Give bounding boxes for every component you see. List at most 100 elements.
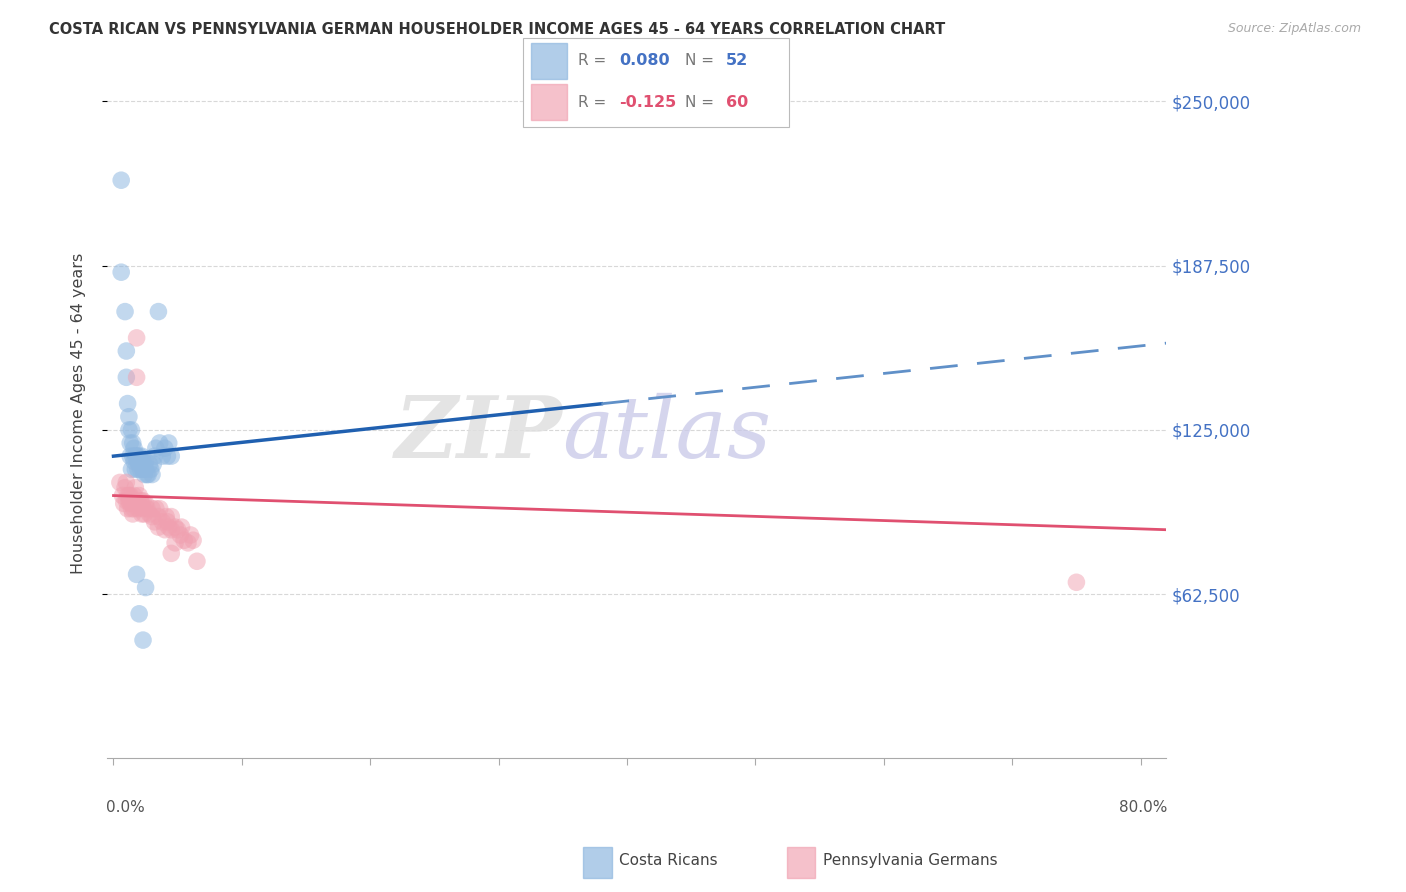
- Point: [165, 536, 187, 550]
- Text: R =: R =: [578, 54, 606, 69]
- Point: [128, 489, 150, 503]
- Point: [131, 457, 153, 471]
- Point: [1066, 575, 1088, 590]
- Text: N =: N =: [685, 95, 714, 110]
- Point: [125, 449, 148, 463]
- Point: [148, 509, 170, 524]
- Point: [128, 457, 150, 471]
- Point: [124, 462, 146, 476]
- Point: [115, 493, 138, 508]
- Point: [156, 449, 179, 463]
- Text: N =: N =: [685, 54, 714, 69]
- Point: [150, 515, 173, 529]
- Point: [157, 520, 180, 534]
- Text: ZIP: ZIP: [395, 392, 562, 475]
- Point: [127, 501, 149, 516]
- Point: [135, 496, 157, 510]
- Point: [118, 489, 141, 503]
- Point: [127, 462, 149, 476]
- Point: [118, 409, 141, 424]
- Point: [153, 442, 176, 456]
- Point: [173, 533, 195, 548]
- Point: [160, 546, 183, 560]
- Point: [121, 507, 143, 521]
- Point: [121, 423, 143, 437]
- Point: [122, 442, 145, 456]
- Point: [143, 449, 166, 463]
- Text: 0.080: 0.080: [619, 54, 669, 69]
- Point: [121, 436, 143, 450]
- Text: 60: 60: [725, 95, 748, 110]
- Point: [120, 449, 142, 463]
- Point: [125, 449, 148, 463]
- Point: [160, 449, 183, 463]
- Point: [138, 457, 160, 471]
- Point: [132, 462, 155, 476]
- Point: [139, 462, 162, 476]
- Point: [120, 436, 142, 450]
- Point: [129, 454, 152, 468]
- Point: [115, 344, 138, 359]
- Point: [153, 523, 176, 537]
- Bar: [787, 847, 815, 879]
- Point: [141, 509, 163, 524]
- Point: [127, 496, 149, 510]
- FancyBboxPatch shape: [523, 37, 789, 128]
- Point: [141, 467, 163, 482]
- Point: [181, 533, 204, 548]
- Point: [124, 481, 146, 495]
- Point: [135, 467, 157, 482]
- Point: [141, 501, 163, 516]
- Point: [128, 607, 150, 621]
- Point: [111, 489, 134, 503]
- Y-axis label: Householder Income Ages 45 - 64 years: Householder Income Ages 45 - 64 years: [72, 252, 86, 574]
- Point: [117, 489, 139, 503]
- Point: [121, 501, 143, 516]
- Point: [122, 489, 145, 503]
- Point: [117, 396, 139, 410]
- Point: [108, 475, 131, 490]
- Point: [149, 501, 172, 516]
- Point: [145, 442, 167, 456]
- Point: [121, 462, 143, 476]
- Point: [186, 554, 208, 568]
- Text: COSTA RICAN VS PENNSYLVANIA GERMAN HOUSEHOLDER INCOME AGES 45 - 64 YEARS CORRELA: COSTA RICAN VS PENNSYLVANIA GERMAN HOUSE…: [49, 22, 945, 37]
- Point: [127, 454, 149, 468]
- Point: [135, 454, 157, 468]
- Bar: [531, 85, 567, 120]
- Point: [115, 475, 138, 490]
- Point: [165, 520, 187, 534]
- Point: [121, 496, 143, 510]
- Point: [114, 481, 136, 495]
- Point: [131, 449, 153, 463]
- Point: [135, 462, 157, 476]
- Point: [156, 515, 179, 529]
- Point: [121, 449, 143, 463]
- Point: [149, 436, 172, 450]
- Point: [169, 528, 191, 542]
- Point: [110, 265, 132, 279]
- Point: [131, 496, 153, 510]
- Text: atlas: atlas: [562, 392, 772, 475]
- Point: [177, 536, 200, 550]
- Point: [110, 173, 132, 187]
- Point: [138, 507, 160, 521]
- Point: [112, 496, 135, 510]
- Point: [125, 567, 148, 582]
- Point: [121, 493, 143, 508]
- Bar: [531, 43, 567, 78]
- Point: [125, 331, 148, 345]
- Point: [124, 449, 146, 463]
- Point: [132, 633, 155, 648]
- Point: [118, 423, 141, 437]
- Point: [115, 370, 138, 384]
- Point: [166, 523, 188, 537]
- Text: Costa Ricans: Costa Ricans: [619, 854, 717, 868]
- Text: Pennsylvania Germans: Pennsylvania Germans: [823, 854, 997, 868]
- Text: Source: ZipAtlas.com: Source: ZipAtlas.com: [1227, 22, 1361, 36]
- Point: [134, 467, 156, 482]
- Text: 52: 52: [725, 54, 748, 69]
- Point: [148, 304, 170, 318]
- Bar: [583, 847, 612, 879]
- Point: [136, 467, 159, 482]
